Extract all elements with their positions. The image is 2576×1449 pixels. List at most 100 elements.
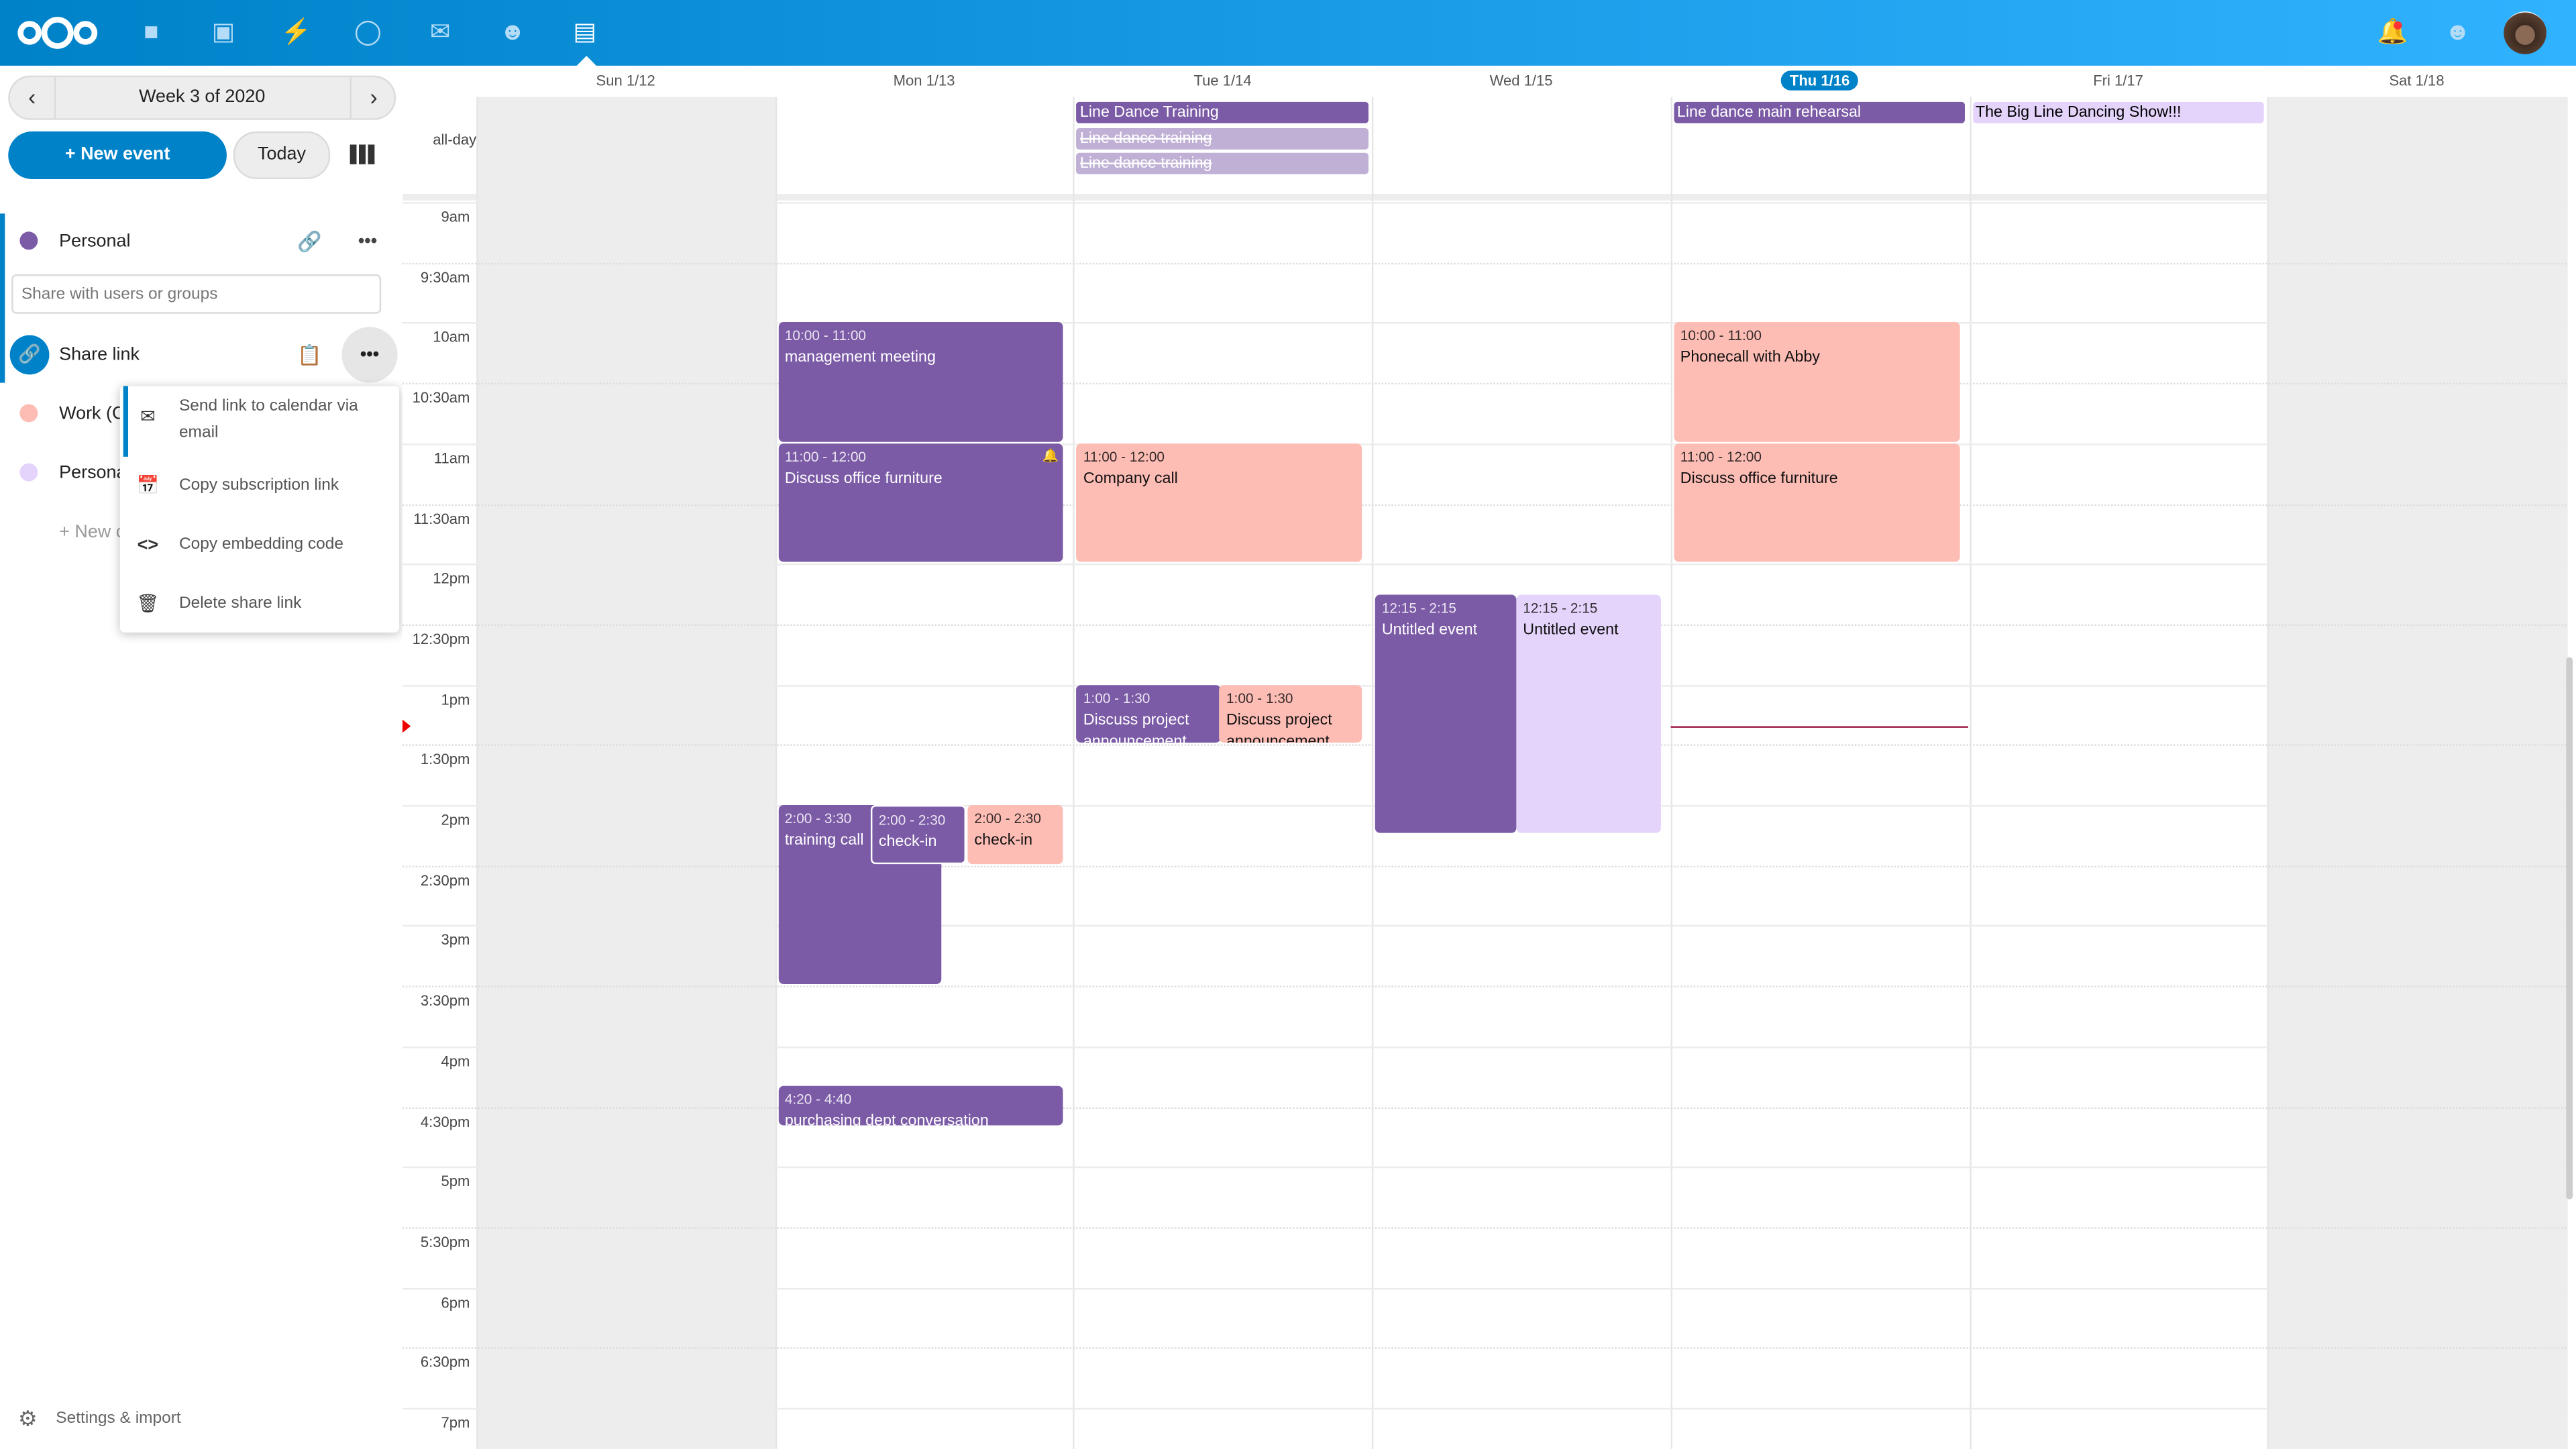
day-column[interactable] — [1670, 97, 1970, 1449]
event-title: Untitled event — [1523, 620, 1619, 639]
previous-week-button[interactable]: ‹ — [10, 77, 56, 119]
day-header[interactable]: Sat 1/18 — [2267, 66, 2566, 97]
calendar-event[interactable]: 1:00 - 1:30 Discuss project announcement — [1220, 684, 1362, 743]
hour-line — [402, 1167, 2567, 1169]
share-link-label: Share link — [59, 345, 140, 365]
event-time: 2:00 - 2:30 — [878, 811, 946, 828]
allday-event[interactable]: Line dance training — [1077, 152, 1369, 174]
settings-button[interactable]: ⚙ Settings & import — [0, 1397, 402, 1443]
time-label: 12pm — [433, 570, 470, 587]
calendar-icon[interactable]: ▤ — [573, 17, 597, 46]
current-time-line — [1670, 727, 1970, 729]
day-column[interactable] — [1073, 97, 1373, 1449]
menu-label: Copy subscription link — [178, 476, 339, 495]
top-bar: ■ ▣ ⚡ ◯ ✉ ☻ ▤ 🔔 ☻ — [0, 0, 2576, 66]
today-button[interactable]: Today — [233, 131, 331, 179]
allday-event[interactable]: Line Dance Training — [1077, 101, 1369, 123]
next-week-button[interactable]: › — [350, 77, 396, 119]
files-icon[interactable]: ■ — [144, 17, 159, 46]
more-icon[interactable]: ••• — [358, 231, 378, 252]
day-column[interactable] — [1372, 97, 1672, 1449]
nextcloud-logo-icon[interactable] — [16, 15, 98, 51]
contacts-icon[interactable]: ☻ — [499, 17, 526, 46]
contacts-menu-icon[interactable]: ☻ — [2445, 17, 2471, 46]
time-label: 10am — [433, 329, 470, 346]
day-column[interactable] — [2267, 97, 2568, 1449]
menu-item-delete-share[interactable]: 🗑 Delete share link — [120, 592, 399, 621]
time-label: 10:30am — [412, 389, 470, 407]
calendar-name: Persona — [59, 463, 127, 484]
calendar-icon: 📅 — [136, 476, 160, 496]
mail-icon[interactable]: ✉ — [429, 17, 451, 46]
time-label: 6:30pm — [420, 1354, 470, 1371]
calendar-event[interactable]: 10:00 - 11:00 Phonecall with Abby — [1674, 322, 1960, 442]
event-title: Discuss project announcement — [1083, 710, 1189, 743]
calendar-event[interactable]: 12:15 - 2:15 Untitled event — [1516, 594, 1661, 834]
day-label: Mon 1/13 — [893, 72, 955, 89]
allday-event[interactable]: Line dance main rehearsal — [1674, 101, 1966, 123]
time-label: 5pm — [441, 1173, 470, 1190]
calendar-item-personal-2[interactable]: Persona — [0, 449, 402, 498]
calendar-event[interactable]: 1:00 - 1:30 Discuss project announcement — [1077, 684, 1220, 743]
hour-line — [402, 322, 2567, 325]
menu-label: Delete share link — [178, 594, 302, 613]
app-navigation: ‹ Week 3 of 2020 › + New event Today Per… — [0, 65, 405, 1449]
calendar-event[interactable]: 2:00 - 3:30 training call — [778, 805, 942, 985]
new-calendar-button[interactable]: + New c — [0, 508, 402, 557]
day-column[interactable] — [775, 97, 1075, 1449]
allday-event[interactable]: The Big Line Dancing Show!!! — [1972, 101, 2265, 123]
calendar-event[interactable]: 11:00 - 12:00 Company call — [1077, 443, 1362, 563]
share-input[interactable]: Share with users or groups — [11, 274, 382, 314]
allday-event[interactable]: Line dance training — [1077, 127, 1369, 149]
share-link-row[interactable]: 🔗 Share link 📋 ••• — [0, 327, 402, 383]
menu-label: Copy embedding code — [178, 535, 344, 554]
half-hour-line — [402, 985, 2567, 988]
week-label[interactable]: Week 3 of 2020 — [139, 87, 266, 107]
new-event-button[interactable]: + New event — [8, 131, 227, 179]
calendar-event[interactable]: 2:00 - 2:30 check-in — [967, 805, 1064, 864]
photos-icon[interactable]: ▣ — [211, 17, 235, 46]
event-title: Phonecall with Abby — [1680, 349, 1821, 368]
day-label: Tue 1/14 — [1193, 72, 1252, 89]
hour-line — [402, 202, 2567, 204]
day-label: Fri 1/17 — [2093, 72, 2143, 89]
day-column[interactable] — [476, 97, 777, 1449]
day-header[interactable]: Wed 1/15 — [1372, 66, 1670, 97]
new-calendar-label: + New c — [59, 522, 125, 543]
day-header[interactable]: Thu 1/16 — [1670, 66, 1969, 97]
calendar-item-personal[interactable]: Personal 🔗 ••• — [0, 217, 402, 266]
view-switcher-icon[interactable] — [350, 144, 375, 164]
scrollbar[interactable] — [2566, 657, 2573, 1199]
menu-item-send-email[interactable]: ✉ Send link to calendar via email — [120, 394, 399, 453]
calendar-event[interactable]: 2:00 - 2:30 check-in — [870, 805, 966, 864]
talk-icon[interactable]: ◯ — [354, 17, 382, 46]
calendar-event[interactable]: 11:00 - 12:00 Discuss office furniture — [1674, 443, 1960, 563]
day-column[interactable] — [1969, 97, 2269, 1449]
active-calendar-indicator — [0, 213, 5, 383]
half-hour-line — [402, 382, 2567, 385]
time-label: 11am — [433, 449, 470, 467]
day-header[interactable]: Sun 1/12 — [476, 66, 775, 97]
allday-separator — [402, 193, 2567, 201]
week-navigator: ‹ Week 3 of 2020 › — [8, 75, 396, 120]
day-header[interactable]: Fri 1/17 — [1969, 66, 2267, 97]
calendar-color-dot — [19, 404, 38, 423]
calendar-event[interactable]: 11:00 - 12:00 Discuss office furniture 🔔 — [778, 443, 1064, 563]
calendar-event[interactable]: 12:15 - 2:15 Untitled event — [1375, 594, 1517, 834]
menu-item-copy-subscription[interactable]: 📅 Copy subscription link — [120, 473, 399, 502]
day-header[interactable]: Tue 1/14 — [1073, 66, 1372, 97]
day-header[interactable]: Mon 1/13 — [775, 66, 1073, 97]
share-link-menu: ✉ Send link to calendar via email 📅 Copy… — [119, 386, 400, 633]
calendar-name: Work (C — [59, 404, 125, 424]
avatar[interactable] — [2504, 11, 2546, 54]
menu-item-copy-embed[interactable]: <> Copy embedding code — [120, 532, 399, 561]
calendar-event[interactable]: 10:00 - 11:00 management meeting — [778, 322, 1064, 442]
calendar-event[interactable]: 4:20 - 4:40 purchasing dept conversation — [778, 1086, 1064, 1125]
share-link-more-button[interactable]: ••• — [341, 327, 398, 383]
calendar-item-work[interactable]: Work (C — [0, 389, 402, 438]
notifications-icon[interactable]: 🔔 — [2377, 17, 2408, 46]
link-icon[interactable]: 🔗 — [297, 229, 322, 254]
clipboard-icon[interactable]: 📋 — [297, 343, 322, 367]
activity-icon[interactable]: ⚡ — [280, 17, 312, 46]
event-title: check-in — [974, 831, 1033, 850]
